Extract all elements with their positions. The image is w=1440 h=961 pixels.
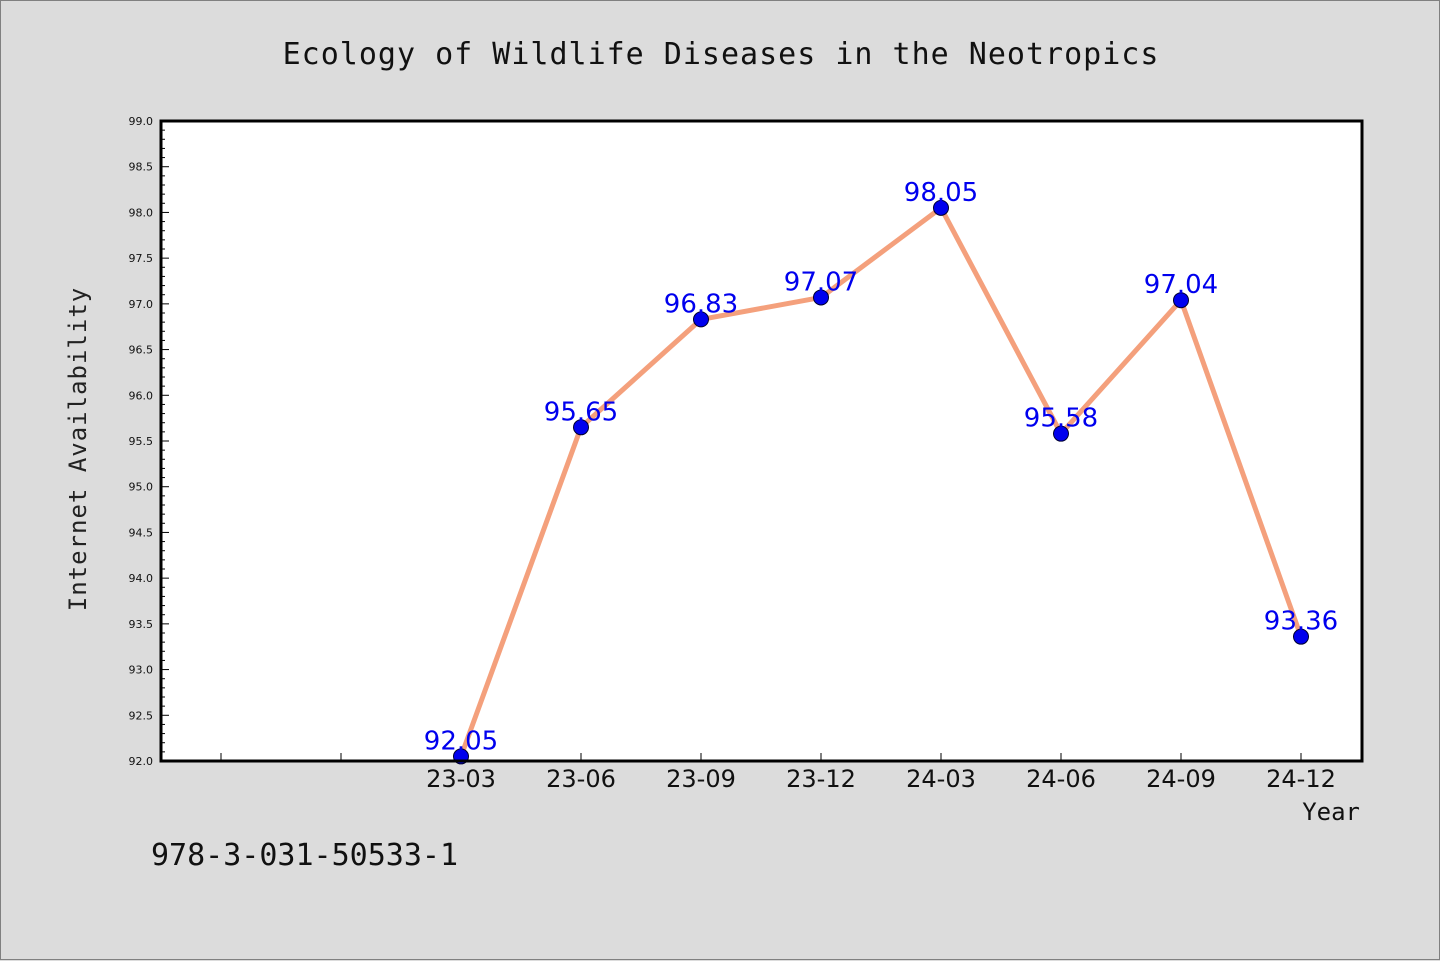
y-tick-label: 94.0	[129, 572, 154, 585]
x-tick-label: 24-06	[1026, 765, 1096, 793]
y-tick-label: 96.0	[129, 389, 154, 402]
isbn-text: 978-3-031-50533-1	[151, 838, 458, 873]
x-tick-label: 23-12	[786, 765, 856, 793]
y-tick-label: 98.0	[129, 206, 154, 219]
y-tick-label: 96.5	[129, 344, 154, 357]
data-label: 97.07	[784, 267, 858, 297]
data-point	[1053, 425, 1069, 442]
x-tick-label: 23-03	[426, 765, 496, 793]
y-tick-label: 94.5	[129, 526, 154, 539]
data-label: 95.58	[1024, 404, 1098, 434]
y-tick-label: 95.5	[129, 435, 154, 448]
plot-border	[159, 119, 1364, 763]
y-tick-label: 95.0	[129, 481, 154, 494]
data-point	[1173, 292, 1189, 309]
x-tick-label: 23-06	[546, 765, 616, 793]
data-point	[813, 289, 829, 306]
data-point	[693, 311, 709, 328]
data-point	[1293, 628, 1309, 645]
x-axis-ticks: 23-03 23-06 23-09 23-12 24-03 24-06 24-09 24-12	[220, 753, 1336, 793]
y-tick-label: 97.0	[129, 298, 154, 311]
x-tick-label: 23-09	[666, 765, 736, 793]
y-tick-label: 98.5	[129, 161, 154, 174]
data-label: 92.05	[424, 726, 498, 756]
data-label: 97.04	[1144, 270, 1218, 300]
plot-area	[161, 121, 1362, 761]
y-tick-label: 92.0	[129, 755, 154, 768]
y-tick-label: 99.0	[129, 115, 154, 128]
series-line	[458, 205, 1304, 758]
series-group: 92.05 95.65 96.83 97.07 98.05 95.58 97.04 93.36	[424, 178, 1338, 765]
x-axis-label: Year	[1302, 798, 1360, 826]
y-tick-label: 97.5	[129, 252, 154, 265]
data-label: 98.05	[904, 178, 978, 208]
y-tick-label: 92.5	[129, 709, 154, 722]
y-axis-label: Internet Availability	[64, 287, 92, 611]
data-point	[933, 199, 949, 216]
chart-title: Ecology of Wildlife Diseases in the Neot…	[283, 37, 1160, 72]
x-tick-label: 24-03	[906, 765, 976, 793]
data-label: 95.65	[544, 397, 618, 427]
data-point	[573, 419, 589, 436]
data-label: 96.83	[664, 289, 738, 319]
x-tick-label: 24-09	[1146, 765, 1216, 793]
x-tick-label: 24-12	[1266, 765, 1336, 793]
y-tick-label: 93.0	[129, 664, 154, 677]
data-label: 93.36	[1264, 607, 1338, 637]
y-tick-label: 93.5	[129, 618, 154, 631]
